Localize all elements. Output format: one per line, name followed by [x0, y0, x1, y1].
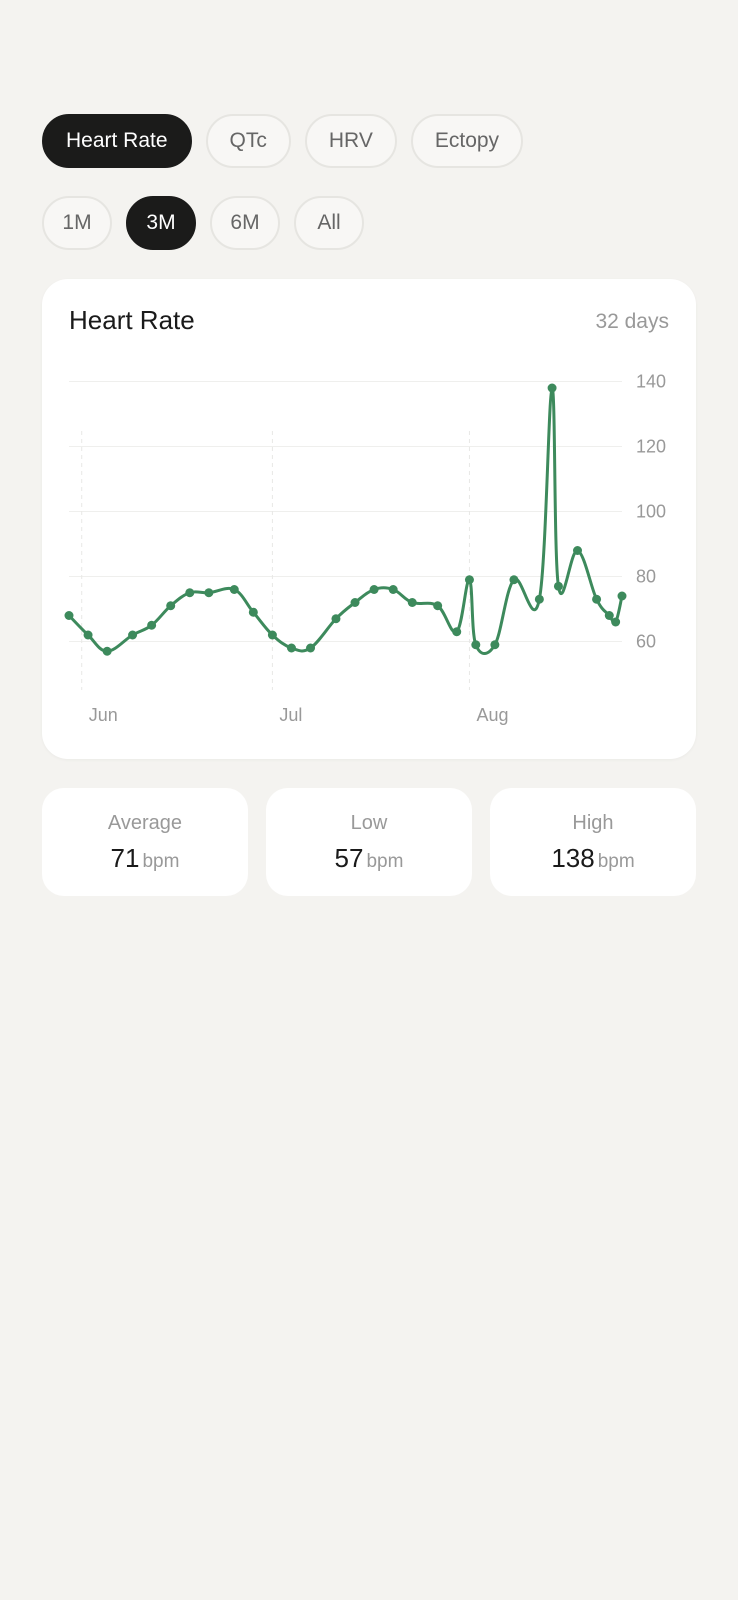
- stat-high-card: High 138 bpm: [490, 788, 696, 896]
- stat-average-card: Average 71 bpm: [42, 788, 248, 896]
- stat-low-label: Low: [350, 812, 388, 834]
- y-tick-label: 140: [636, 372, 666, 392]
- stat-high-label: High: [572, 812, 614, 834]
- stat-low-unit: bpm: [366, 851, 404, 872]
- data-point: [407, 598, 417, 607]
- heart-rate-chart: 60 80 100 120 140 Jun Jul Aug: [64, 372, 666, 725]
- data-point: [534, 594, 544, 604]
- data-point: [229, 585, 239, 594]
- data-point: [166, 601, 176, 611]
- y-tick-label: 80: [636, 567, 656, 587]
- data-point: [102, 646, 112, 656]
- series-line: [67, 386, 624, 655]
- tab-heart-rate[interactable]: Heart Rate: [42, 114, 192, 168]
- data-point: [64, 611, 74, 620]
- stat-average-value-row: 71 bpm: [42, 843, 248, 874]
- data-point: [286, 643, 296, 653]
- range-3m[interactable]: 3M: [126, 196, 196, 250]
- range-6m[interactable]: 6M: [210, 196, 280, 250]
- data-point: [248, 607, 258, 617]
- stat-average-value: 71: [110, 843, 140, 873]
- tab-hrv[interactable]: HRV: [304, 114, 397, 168]
- stat-low-value-row: 57 bpm: [266, 843, 472, 874]
- y-tick-label: 120: [636, 437, 666, 457]
- metric-tabs: Heart Rate QTc HRV Ectopy: [42, 114, 524, 168]
- data-point: [611, 617, 621, 627]
- data-point: [369, 585, 379, 594]
- stat-average-label: Average: [107, 812, 183, 834]
- data-point: [509, 575, 519, 585]
- tab-ectopy[interactable]: Ectopy: [410, 114, 524, 168]
- data-point: [490, 640, 500, 650]
- data-point: [464, 575, 474, 585]
- x-tick-label: Jun: [89, 705, 118, 725]
- data-point: [547, 383, 557, 393]
- data-point: [471, 640, 481, 650]
- data-point: [128, 630, 138, 640]
- range-all[interactable]: All: [294, 196, 364, 250]
- x-tick-label: Jul: [279, 705, 302, 725]
- data-point: [388, 585, 398, 594]
- card-days-count: 32 days: [595, 310, 669, 333]
- data-point: [433, 601, 443, 611]
- range-1m[interactable]: 1M: [42, 196, 112, 250]
- y-tick-label: 60: [636, 632, 656, 652]
- heart-rate-chart-card: 60 80 100 120 140 Jun Jul Aug Heart Rate 32 day…: [42, 279, 696, 759]
- tab-qtc[interactable]: QTc: [205, 114, 291, 168]
- data-point: [267, 630, 277, 640]
- data-point: [452, 627, 462, 637]
- data-point: [147, 620, 157, 630]
- x-tick-label: Aug: [476, 705, 508, 725]
- stat-high-unit: bpm: [597, 851, 635, 872]
- y-tick-label: 100: [636, 502, 666, 522]
- stat-low-card: Low 57 bpm: [266, 788, 472, 896]
- data-point: [185, 588, 195, 598]
- data-point: [592, 594, 602, 604]
- data-point: [604, 611, 614, 620]
- stat-low-value: 57: [334, 843, 364, 873]
- card-title: Heart Rate: [69, 305, 195, 335]
- range-tabs: 1M 3M 6M All: [42, 196, 364, 250]
- data-point: [350, 598, 360, 607]
- data-point: [573, 546, 583, 555]
- data-point: [331, 614, 341, 624]
- data-point: [553, 581, 563, 591]
- data-point: [83, 630, 93, 640]
- stat-high-value-row: 138 bpm: [490, 843, 696, 874]
- data-point: [204, 588, 214, 598]
- data-point: [617, 591, 627, 601]
- stat-average-unit: bpm: [142, 851, 180, 872]
- data-point: [306, 643, 316, 653]
- stat-high-value: 138: [551, 843, 595, 873]
